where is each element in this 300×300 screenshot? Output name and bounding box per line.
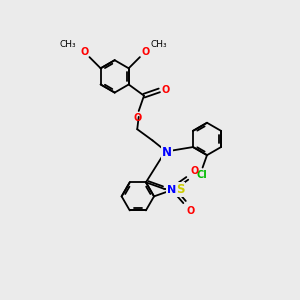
- Text: O: O: [80, 46, 88, 56]
- Text: O: O: [187, 206, 195, 216]
- Text: O: O: [162, 85, 170, 95]
- Text: O: O: [190, 166, 199, 176]
- Text: O: O: [133, 113, 141, 123]
- Text: N: N: [162, 146, 172, 159]
- Text: S: S: [176, 183, 184, 196]
- Text: O: O: [141, 46, 149, 56]
- Text: CH₃: CH₃: [150, 40, 167, 49]
- Text: N: N: [167, 185, 176, 195]
- Text: CH₃: CH₃: [60, 40, 76, 49]
- Text: Cl: Cl: [196, 170, 207, 181]
